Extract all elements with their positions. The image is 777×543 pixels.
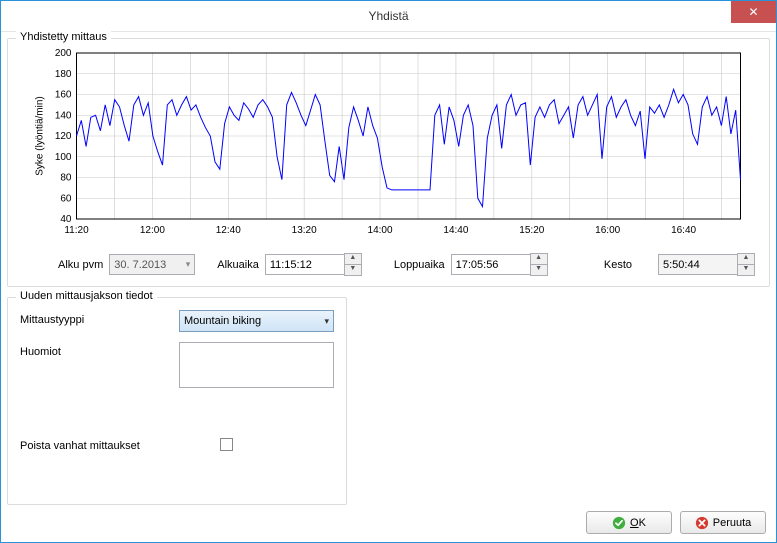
svg-text:Syke (lyöntiä/min): Syke (lyöntiä/min) bbox=[35, 96, 46, 175]
ok-icon bbox=[612, 516, 626, 530]
duration-label: Kesto bbox=[604, 259, 632, 271]
lower-area: Uuden mittausjakson tiedot Mittaustyyppi… bbox=[7, 297, 770, 505]
dialog-button-row: OK Peruuta bbox=[7, 505, 770, 536]
delete-old-row: Poista vanhat mittaukset bbox=[20, 436, 334, 452]
notes-textarea[interactable] bbox=[179, 342, 334, 388]
svg-text:11:20: 11:20 bbox=[64, 225, 89, 236]
duration-input bbox=[658, 254, 738, 275]
svg-text:200: 200 bbox=[55, 48, 72, 59]
svg-text:100: 100 bbox=[55, 152, 72, 163]
ok-button[interactable]: OK bbox=[586, 511, 672, 534]
svg-text:14:00: 14:00 bbox=[368, 225, 393, 236]
svg-text:180: 180 bbox=[55, 69, 72, 80]
dialog-window: Yhdistä ✕ Yhdistetty mittaus 40 60 80 100 12… bbox=[0, 0, 777, 543]
heart-rate-chart: 40 60 80 100 120 140 160 180 200 11:20 12:00 12:40 1… bbox=[18, 47, 759, 247]
start-time-spin-buttons[interactable]: ▲▼ bbox=[344, 253, 362, 276]
svg-text:80: 80 bbox=[60, 173, 72, 184]
svg-text:60: 60 bbox=[60, 193, 72, 204]
duration-spinner: ▲▼ bbox=[658, 253, 755, 276]
start-time-label: Alkuaika bbox=[217, 259, 259, 271]
duration-spin-buttons[interactable]: ▲▼ bbox=[737, 253, 755, 276]
chart-groupbox: Yhdistetty mittaus 406080100120140160180… bbox=[7, 38, 770, 287]
type-label: Mittaustyyppi bbox=[20, 310, 179, 326]
notes-label: Huomiot bbox=[20, 342, 179, 358]
end-time-input[interactable] bbox=[451, 254, 531, 275]
end-time-spinner[interactable]: ▲▼ bbox=[451, 253, 548, 276]
svg-text:12:40: 12:40 bbox=[216, 225, 241, 236]
cancel-button[interactable]: Peruuta bbox=[680, 511, 766, 534]
ok-label: OK bbox=[630, 517, 646, 529]
svg-text:16:40: 16:40 bbox=[671, 225, 696, 236]
close-button[interactable]: ✕ bbox=[731, 1, 776, 23]
start-date-picker[interactable]: 30. 7.2013 ▾ bbox=[109, 254, 195, 275]
start-time-spinner[interactable]: ▲▼ bbox=[265, 253, 362, 276]
cancel-icon bbox=[695, 516, 709, 530]
svg-text:14:40: 14:40 bbox=[443, 225, 468, 236]
svg-text:12:00: 12:00 bbox=[140, 225, 165, 236]
svg-text:120: 120 bbox=[55, 131, 72, 142]
chart-area: 40 60 80 100 120 140 160 180 200 11:20 12:00 12:40 1… bbox=[18, 47, 759, 247]
dialog-content: Yhdistetty mittaus 40 60 80 100 120 140 160 180… bbox=[1, 32, 776, 542]
titlebar: Yhdistä ✕ bbox=[1, 1, 776, 32]
close-icon: ✕ bbox=[748, 5, 758, 19]
svg-text:40: 40 bbox=[60, 214, 72, 225]
notes-row: Huomiot bbox=[20, 342, 334, 388]
details-groupbox: Uuden mittausjakson tiedot Mittaustyyppi… bbox=[7, 297, 347, 505]
type-row: Mittaustyyppi Mountain biking ▾ bbox=[20, 310, 334, 332]
window-title: Yhdistä bbox=[368, 9, 408, 23]
start-date-label: Alku pvm bbox=[58, 259, 103, 271]
svg-text:13:20: 13:20 bbox=[292, 225, 317, 236]
end-time-spin-buttons[interactable]: ▲▼ bbox=[530, 253, 548, 276]
chevron-down-icon: ▾ bbox=[324, 316, 329, 327]
svg-text:16:00: 16:00 bbox=[595, 225, 620, 236]
delete-old-checkbox[interactable] bbox=[220, 438, 233, 451]
svg-text:15:20: 15:20 bbox=[519, 225, 544, 236]
start-date-value: 30. 7.2013 bbox=[114, 259, 166, 271]
type-value: Mountain biking bbox=[184, 315, 261, 327]
chart-legend: Yhdistetty mittaus bbox=[16, 31, 111, 43]
details-legend: Uuden mittausjakson tiedot bbox=[16, 290, 157, 302]
cancel-label: Peruuta bbox=[713, 517, 752, 529]
svg-text:140: 140 bbox=[55, 110, 72, 121]
delete-old-label: Poista vanhat mittaukset bbox=[20, 436, 220, 452]
type-select[interactable]: Mountain biking ▾ bbox=[179, 310, 334, 332]
end-time-label: Loppuaika bbox=[394, 259, 445, 271]
chevron-down-icon: ▾ bbox=[186, 259, 191, 270]
svg-text:160: 160 bbox=[55, 90, 72, 101]
start-time-input[interactable] bbox=[265, 254, 345, 275]
time-controls-row: Alku pvm 30. 7.2013 ▾ Alkuaika ▲▼ Loppua… bbox=[18, 247, 759, 276]
